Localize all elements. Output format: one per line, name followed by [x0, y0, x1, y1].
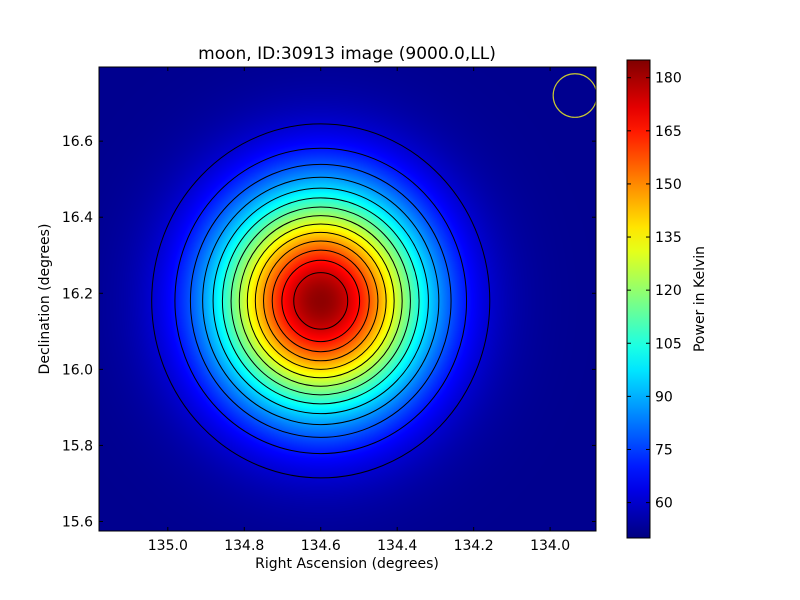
- colorbar-tick-label: 90: [655, 389, 673, 405]
- contour-line: [212, 187, 429, 415]
- y-axis: 15.6 15.8 16.0 16.2 16.4 16.6: [62, 134, 596, 530]
- colorbar-tick-label: 180: [655, 71, 682, 87]
- colorbar-tick-label: 120: [655, 283, 682, 299]
- colorbar-tick-label: 105: [655, 336, 682, 352]
- x-tick-label: 134.4: [377, 538, 417, 554]
- y-tick-label: 16.4: [62, 210, 93, 226]
- plot-frame: [98, 66, 597, 532]
- y-tick-label: 16.2: [62, 286, 93, 302]
- contour-line: [221, 197, 420, 405]
- plot-area: 135.0 134.8 134.6 134.4 134.2 134.0 15.615.81…: [62, 66, 597, 554]
- x-tick-label: 135.0: [148, 538, 188, 554]
- colorbar-fill: [627, 60, 650, 538]
- x-tick-label: 134.6: [301, 538, 341, 554]
- contour-line: [238, 215, 403, 387]
- chart-title: moon, ID:30913 image (9000.0,LL): [198, 44, 496, 64]
- y-tick-label: 16.6: [62, 134, 93, 150]
- contour-line: [263, 240, 379, 362]
- colorbar-frame: [626, 59, 651, 539]
- y-tick-label: 15.6: [62, 514, 93, 530]
- colorbar-tick-label: 135: [655, 230, 682, 246]
- x-axis-label: Right Ascension (degrees): [255, 556, 439, 572]
- contour-line: [151, 123, 491, 479]
- x-tick-label: 134.2: [454, 538, 494, 554]
- colorbar-ticks: 60 75 90 105 120 135 150 165 180: [627, 71, 682, 512]
- contour-line: [174, 147, 468, 455]
- x-axis: 135.0 134.8 134.6 134.4 134.2 134.0: [148, 67, 570, 554]
- contour-line: [189, 163, 452, 438]
- beam-marker: [552, 73, 596, 118]
- contour-line: [202, 176, 440, 426]
- contour-line: [271, 249, 370, 353]
- contour-line: [230, 206, 411, 396]
- colorbar-tick-label: 60: [655, 496, 673, 512]
- contour-lines: [151, 123, 491, 479]
- colorbar-label: Power in Kelvin: [692, 246, 708, 352]
- contour-line: [281, 259, 361, 343]
- x-tick-label: 134.8: [224, 538, 264, 554]
- colorbar: 60 75 90 105 120 135 150 165 180: [626, 59, 682, 539]
- x-tick-label: 134.0: [530, 538, 570, 554]
- y-tick-label: 16.0: [62, 362, 93, 378]
- colorbar-tick-label: 150: [655, 177, 682, 193]
- y-tick-label: 15.8: [62, 438, 93, 454]
- contour-line: [254, 231, 387, 370]
- contour-line: [246, 223, 395, 379]
- y-axis-label: Declination (degrees): [37, 224, 53, 375]
- colorbar-tick-label: 165: [655, 124, 682, 140]
- colorbar-tick-label: 75: [655, 442, 673, 458]
- contour-line: [293, 272, 349, 330]
